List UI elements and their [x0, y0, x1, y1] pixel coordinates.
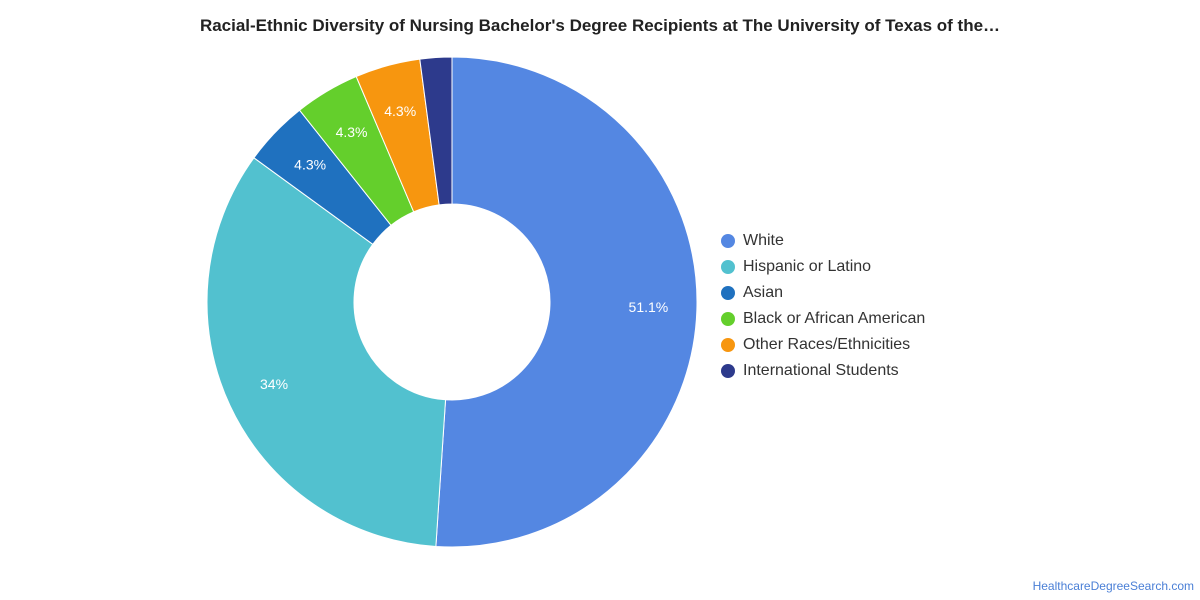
slice-label-white: 51.1%	[629, 299, 669, 315]
chart-title: Racial-Ethnic Diversity of Nursing Bache…	[199, 16, 1001, 35]
legend-label: White	[743, 232, 784, 249]
legend-item-other-races-ethnicities[interactable]: Other Races/Ethnicities	[721, 332, 925, 358]
slices-group	[206, 56, 698, 548]
legend-label: Asian	[743, 284, 784, 301]
legend-swatch	[721, 234, 735, 248]
legend-label: International Students	[743, 362, 899, 379]
legend-swatch	[721, 364, 735, 378]
legend-label: Hispanic or Latino	[743, 258, 872, 275]
slice-label-hispanic-or-latino: 34%	[260, 376, 288, 392]
legend-label: Other Races/Ethnicities	[743, 336, 911, 353]
slice-label-black-or-african-american: 4.3%	[336, 124, 368, 140]
legend: White Hispanic or Latino Asian Black or Afr…	[721, 228, 925, 384]
slice-label-other-races-ethnicities: 4.3%	[384, 103, 416, 119]
legend-label: Black or African American	[743, 310, 926, 327]
legend-swatch	[721, 338, 735, 352]
legend-swatch	[721, 312, 735, 326]
slice-white[interactable]	[435, 56, 698, 548]
legend-swatch	[721, 260, 735, 274]
legend-item-asian[interactable]: Asian	[721, 280, 925, 306]
slice-international-students[interactable]	[419, 56, 453, 206]
slice-label-asian: 4.3%	[294, 157, 326, 173]
legend-item-hispanic-or-latino[interactable]: Hispanic or Latino	[721, 254, 925, 280]
legend-item-black-or-african-american[interactable]: Black or African American	[721, 306, 925, 332]
slice-labels-group: 51.1% 34% 4.3% 4.3% 4.3%	[260, 103, 668, 392]
legend-swatch	[721, 286, 735, 300]
legend-item-white[interactable]: White	[721, 228, 925, 254]
source-credit-link[interactable]: HealthcareDegreeSearch.com	[1032, 579, 1194, 593]
slice-hispanic-or-latino[interactable]	[206, 157, 447, 548]
legend-item-international-students[interactable]: International Students	[721, 358, 925, 384]
